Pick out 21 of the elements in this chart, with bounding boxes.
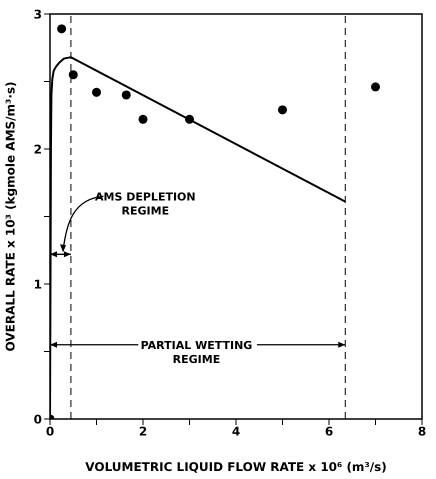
x-tick-label: 4 xyxy=(232,424,240,439)
point xyxy=(278,105,288,114)
x-tick-label: 6 xyxy=(324,424,334,439)
point xyxy=(370,82,380,92)
y-tick-label: 0 xyxy=(34,412,42,426)
x-tick-label: 8 xyxy=(418,424,426,439)
annotation: PARTIAL WETTING REGIME xyxy=(140,338,252,366)
x-tick-label: 2 xyxy=(138,424,148,439)
point xyxy=(138,114,148,124)
x-tick-label: 0 xyxy=(46,424,54,439)
y-tick-label: 1 xyxy=(34,277,42,292)
y-axis-title: OVERALL RATE x 10³ (kgmole AMS/m³·s) xyxy=(3,82,18,352)
point xyxy=(122,90,131,100)
point xyxy=(68,70,78,80)
y-tick-label: 3 xyxy=(34,7,42,22)
x-axis-title: VOLUMETRIC LIQUID FLOW RATE x 10⁶ (m³/s) xyxy=(85,460,387,474)
point xyxy=(92,88,102,97)
y-tick-label: 2 xyxy=(34,142,42,156)
point xyxy=(57,24,66,34)
point xyxy=(184,114,194,124)
annotation: AMS DEPLETION REGIME xyxy=(95,190,196,218)
